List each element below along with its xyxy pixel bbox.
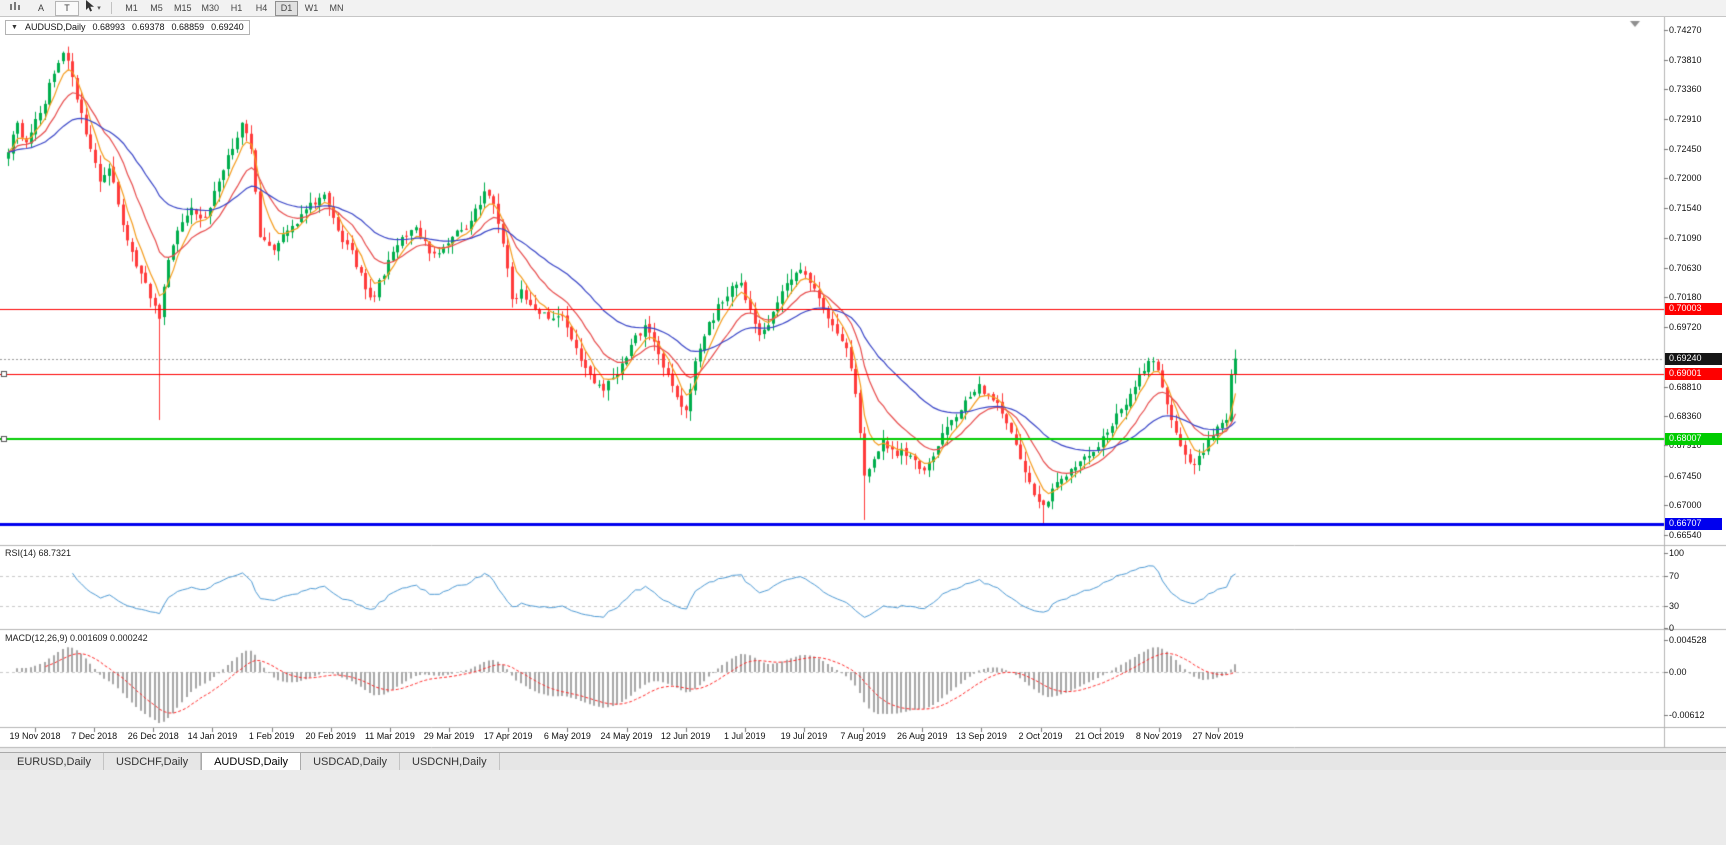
chart-tab-usdchf[interactable]: USDCHF,Daily — [104, 753, 202, 770]
macd-tick-label: 0.00 — [1669, 667, 1687, 677]
date-label: 8 Nov 2019 — [1135, 731, 1182, 741]
level-price-tag: 0.66707 — [1665, 518, 1722, 531]
timeframe-button-d1[interactable]: D1 — [275, 0, 299, 16]
date-label: 19 Jul 2019 — [780, 731, 828, 741]
macd-tick-label: -0.00612 — [1669, 710, 1705, 721]
price-tick-label: 0.70630 — [1669, 262, 1702, 273]
date-label: 19 Nov 2018 — [9, 731, 61, 741]
timeframe-button-m5[interactable]: M5 — [150, 2, 163, 13]
chart-tab-eurusd[interactable]: EURUSD,Daily — [5, 753, 104, 770]
date-label: 6 May 2019 — [543, 731, 591, 741]
rsi-tick-label: 70 — [1669, 570, 1680, 581]
price-tick-label: 0.67450 — [1669, 470, 1702, 481]
date-label: 20 Feb 2019 — [305, 731, 357, 741]
timeframe-button-h4[interactable]: H4 — [255, 2, 268, 13]
date-label: 13 Sep 2019 — [955, 731, 1007, 741]
price-tick-label: 0.67910 — [1669, 440, 1702, 451]
timeframe-button-m15[interactable]: M15 — [174, 2, 192, 13]
macd-indicator-label: MACD(12,26,9) 0.001609 0.000242 — [5, 633, 148, 643]
price-tick-label: 0.68810 — [1669, 381, 1702, 392]
timeframe-button-m1[interactable]: M1 — [125, 2, 138, 13]
date-label: 12 Jun 2019 — [660, 731, 711, 741]
rsi-tick-label: 0 — [1669, 623, 1675, 633]
cursor-arrow-icon — [85, 0, 95, 16]
close-value: 0.69240 — [211, 22, 244, 32]
price-tick-label: 0.70180 — [1669, 292, 1702, 303]
date-label: 1 Feb 2019 — [248, 731, 295, 741]
level-price-tag: 0.70003 — [1665, 302, 1722, 315]
timeframe-button-m30[interactable]: M30 — [201, 2, 220, 13]
low-value: 0.68859 — [171, 22, 205, 32]
price-tick-label: 0.74270 — [1669, 25, 1702, 35]
timeframe-button-h1[interactable]: H1 — [230, 2, 243, 13]
timeframe-button-w1[interactable]: W1 — [304, 2, 319, 13]
date-label: 1 Jul 2019 — [724, 731, 766, 741]
date-label: 26 Dec 2018 — [127, 731, 179, 741]
macd-tick-label: 0.004528 — [1669, 635, 1707, 645]
price-tick-label: 0.72910 — [1669, 113, 1702, 124]
price-tick-label: 0.71540 — [1669, 203, 1702, 214]
open-value: 0.68993 — [92, 22, 125, 32]
date-label: 11 Mar 2019 — [364, 731, 415, 741]
timeframe-button-mn[interactable]: MN — [329, 2, 344, 13]
date-label: 27 Nov 2019 — [1192, 731, 1244, 741]
level-price-tag: 0.68007 — [1665, 433, 1722, 446]
high-value: 0.69378 — [132, 22, 165, 32]
current-price-tag: 0.69240 — [1665, 352, 1722, 365]
price-chart-canvas[interactable] — [0, 17, 1726, 845]
date-label: 21 Oct 2019 — [1075, 731, 1125, 741]
font-tool-button[interactable]: A — [37, 2, 44, 13]
price-tick-label: 0.72000 — [1669, 173, 1702, 184]
date-label: 29 Mar 2019 — [423, 731, 475, 741]
date-label: 7 Aug 2019 — [840, 731, 886, 741]
date-label: 17 Apr 2019 — [483, 731, 533, 741]
level-price-tag: 0.69001 — [1665, 368, 1722, 381]
chart-tab-usdcnh[interactable]: USDCNH,Daily — [400, 753, 500, 770]
ohlc-info-box[interactable]: ▼ AUDUSD,Daily 0.68993 0.69378 0.68859 0… — [5, 20, 250, 35]
price-tick-label: 0.72450 — [1669, 143, 1702, 154]
toolbar: A T ▾ M1 M5 M15 M30 H1 H4 D1 W1 MN — [0, 0, 1726, 17]
bar-chart-icon — [9, 1, 22, 16]
date-label: 7 Dec 2018 — [71, 731, 118, 741]
chart-tab-usdcad[interactable]: USDCAD,Daily — [301, 753, 401, 770]
symbol-period-label: AUDUSD,Daily — [24, 22, 86, 32]
timeframe-buttons: M1 M5 M15 M30 H1 H4 D1 W1 MN — [120, 0, 348, 16]
chart-tabs-bar: EURUSD,Daily USDCHF,Daily AUDUSD,Daily USDC… — [0, 752, 1726, 770]
date-label: 2 Oct 2019 — [1018, 731, 1063, 741]
date-label: 14 Jan 2019 — [187, 731, 238, 741]
cursor-tool-button[interactable]: ▾ — [81, 0, 105, 16]
toolbar-separator — [111, 2, 112, 14]
chevron-down-icon: ▾ — [97, 4, 101, 12]
rsi-tick-label: 100 — [1669, 548, 1685, 558]
rsi-indicator-label: RSI(14) 68.7321 — [5, 548, 72, 558]
date-label: 24 May 2019 — [600, 731, 653, 741]
price-tick-label: 0.68360 — [1669, 411, 1702, 422]
price-tick-label: 0.73360 — [1669, 84, 1702, 95]
chart-window: ▼ AUDUSD,Daily 0.68993 0.69378 0.68859 0… — [0, 17, 1726, 845]
price-tick-label: 0.66540 — [1669, 530, 1702, 540]
price-tick-label: 0.67000 — [1669, 499, 1702, 510]
rsi-tick-label: 30 — [1669, 600, 1680, 611]
one-click-expander-icon[interactable]: ▼ — [11, 24, 18, 31]
chart-tab-audusd[interactable]: AUDUSD,Daily — [201, 753, 302, 770]
price-tick-label: 0.69720 — [1669, 322, 1702, 333]
price-tick-label: 0.71090 — [1669, 232, 1702, 243]
chart-type-button[interactable] — [3, 1, 27, 16]
date-label: 26 Aug 2019 — [896, 731, 948, 741]
text-tool-button[interactable]: T — [55, 0, 79, 16]
price-tick-label: 0.73810 — [1669, 55, 1702, 66]
